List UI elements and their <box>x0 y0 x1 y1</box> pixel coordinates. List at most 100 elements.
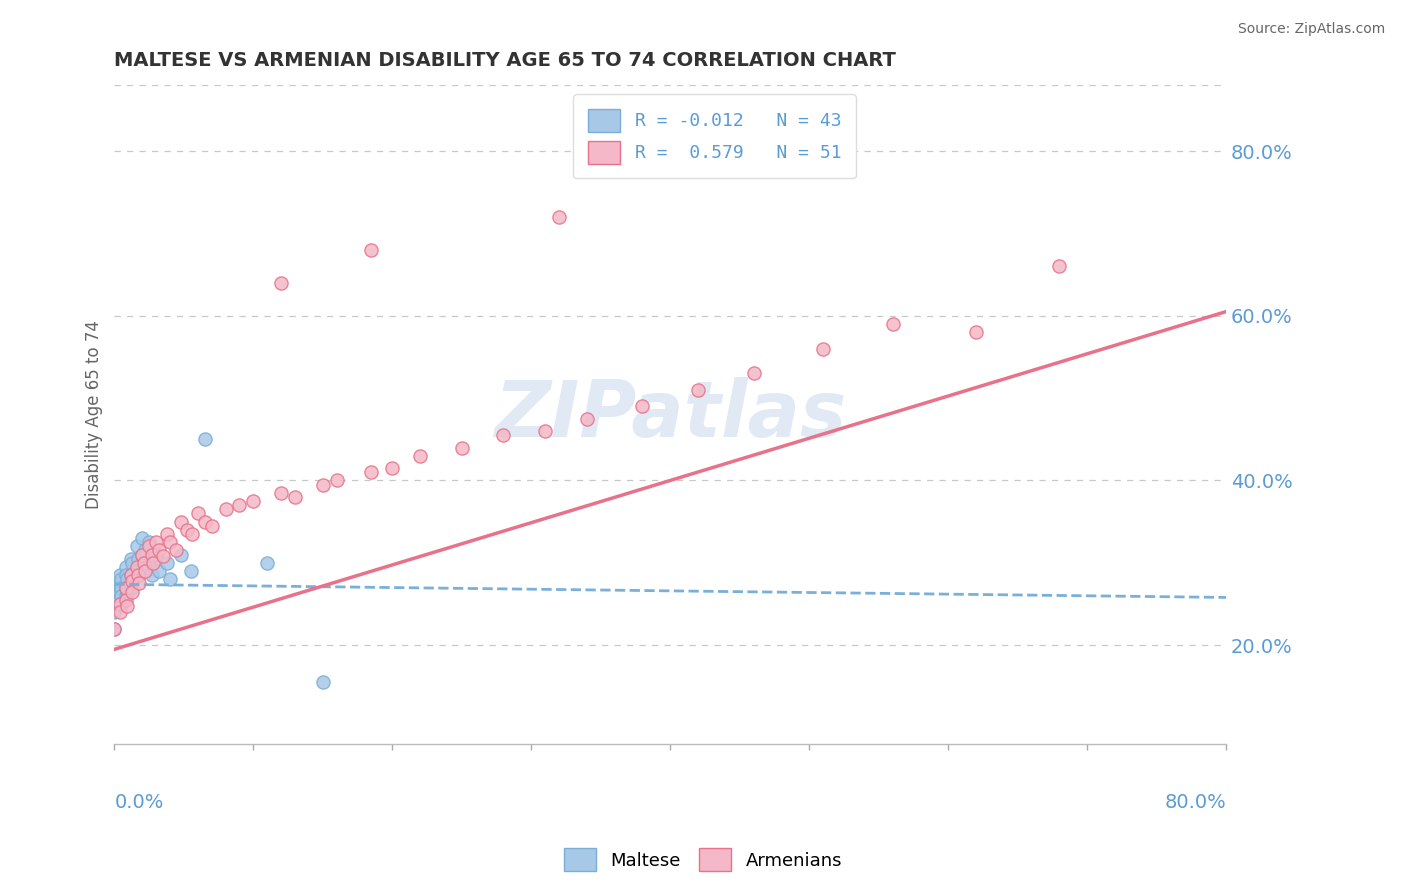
Point <box>121 584 143 599</box>
Text: 80.0%: 80.0% <box>1164 794 1226 813</box>
Point <box>121 568 143 582</box>
Point <box>381 461 404 475</box>
Point <box>103 597 125 611</box>
Point <box>103 589 125 603</box>
Point <box>127 568 149 582</box>
Point <box>138 540 160 554</box>
Point <box>270 276 292 290</box>
Legend: R = -0.012   N = 43, R =  0.579   N = 51: R = -0.012 N = 43, R = 0.579 N = 51 <box>574 95 856 178</box>
Point <box>631 400 654 414</box>
Point <box>114 568 136 582</box>
Point <box>121 581 143 595</box>
Point <box>181 527 204 541</box>
Point <box>811 342 834 356</box>
Point <box>284 490 307 504</box>
Point <box>114 593 136 607</box>
Point <box>132 556 155 570</box>
Point <box>156 556 179 570</box>
Point <box>165 543 187 558</box>
Point <box>108 576 131 591</box>
Point <box>201 518 224 533</box>
Point <box>145 548 167 562</box>
Point <box>110 589 132 603</box>
Point <box>312 477 335 491</box>
Legend: Maltese, Armenians: Maltese, Armenians <box>557 841 849 879</box>
Point <box>159 535 181 549</box>
Point <box>145 535 167 549</box>
Point <box>120 568 142 582</box>
Point <box>131 548 153 562</box>
Point <box>110 581 132 595</box>
Point <box>114 589 136 603</box>
Point <box>115 572 138 586</box>
Point <box>325 474 347 488</box>
Point <box>141 548 163 562</box>
Point <box>131 548 153 562</box>
Point <box>152 549 174 564</box>
Point <box>548 210 571 224</box>
Point <box>214 502 236 516</box>
Point <box>148 564 170 578</box>
Point <box>108 597 131 611</box>
Point <box>270 486 292 500</box>
Point <box>125 564 148 578</box>
Point <box>882 317 904 331</box>
Point <box>409 449 432 463</box>
Point <box>450 441 472 455</box>
Text: 0.0%: 0.0% <box>114 794 163 813</box>
Point <box>131 531 153 545</box>
Point <box>121 556 143 570</box>
Point <box>134 560 156 574</box>
Point <box>125 560 148 574</box>
Point <box>360 465 382 479</box>
Point <box>134 564 156 578</box>
Point <box>103 622 125 636</box>
Point <box>120 568 142 582</box>
Point <box>242 494 264 508</box>
Point <box>110 597 132 611</box>
Point <box>103 581 125 595</box>
Point <box>159 572 181 586</box>
Point <box>128 576 150 591</box>
Point <box>108 568 131 582</box>
Point <box>121 574 143 588</box>
Point <box>194 432 217 446</box>
Text: ZIPatlas: ZIPatlas <box>494 376 846 452</box>
Point <box>742 367 765 381</box>
Point <box>965 325 987 339</box>
Text: Source: ZipAtlas.com: Source: ZipAtlas.com <box>1237 22 1385 37</box>
Point <box>120 551 142 566</box>
Point <box>114 581 136 595</box>
Point <box>139 551 162 566</box>
Point <box>534 424 557 438</box>
Text: MALTESE VS ARMENIAN DISABILITY AGE 65 TO 74 CORRELATION CHART: MALTESE VS ARMENIAN DISABILITY AGE 65 TO… <box>114 51 896 70</box>
Point <box>103 622 125 636</box>
Point <box>134 543 156 558</box>
Point <box>156 527 179 541</box>
Point <box>176 523 198 537</box>
Point <box>575 411 598 425</box>
Point <box>108 584 131 599</box>
Point <box>125 540 148 554</box>
Point <box>170 548 193 562</box>
Point <box>187 507 209 521</box>
Y-axis label: Disability Age 65 to 74: Disability Age 65 to 74 <box>86 320 103 509</box>
Point <box>110 572 132 586</box>
Point <box>360 243 382 257</box>
Point <box>138 535 160 549</box>
Point <box>148 543 170 558</box>
Point <box>103 605 125 619</box>
Point <box>142 556 165 570</box>
Point <box>128 568 150 582</box>
Point <box>108 605 131 619</box>
Point <box>115 584 138 599</box>
Point <box>115 599 138 613</box>
Point <box>127 551 149 566</box>
Point <box>256 556 278 570</box>
Point <box>170 515 193 529</box>
Point <box>686 383 709 397</box>
Point <box>1047 260 1070 274</box>
Point <box>194 515 217 529</box>
Point <box>180 564 202 578</box>
Point <box>114 581 136 595</box>
